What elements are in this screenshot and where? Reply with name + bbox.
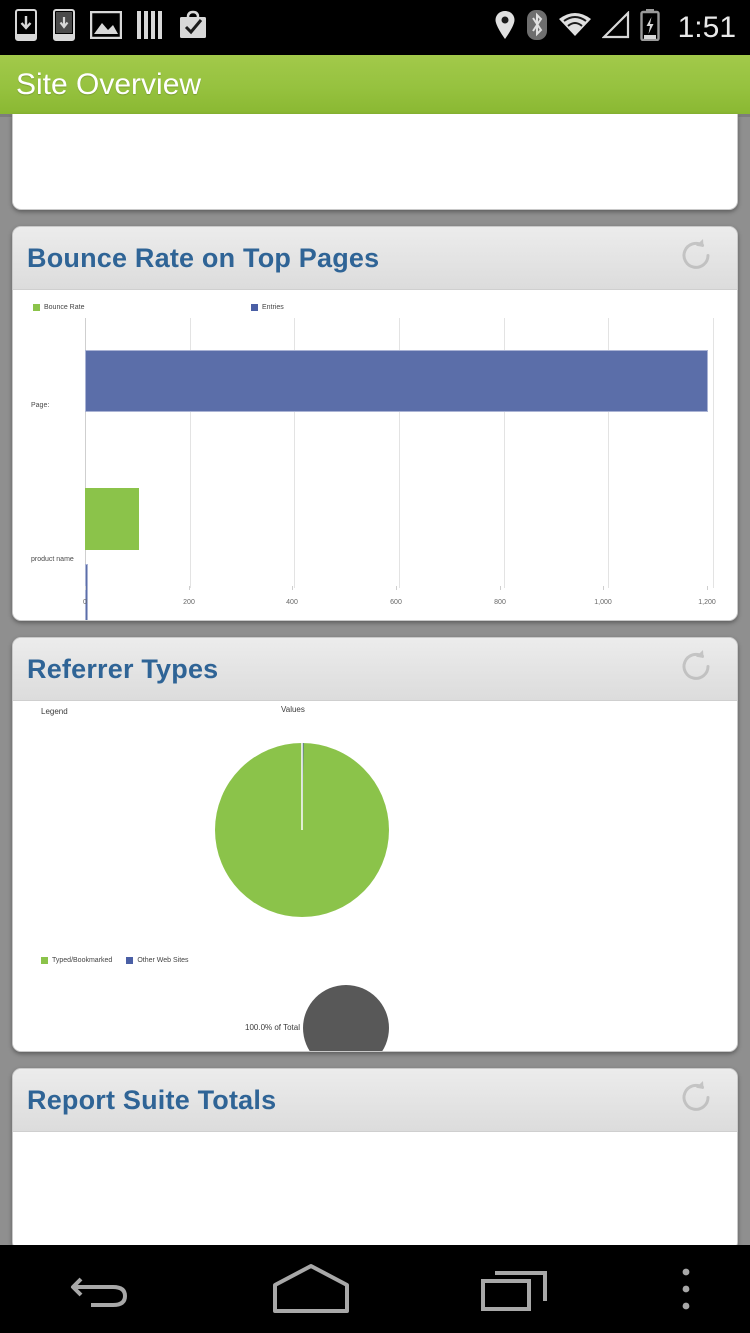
gridline-600	[399, 318, 400, 588]
legend-swatch-bounce-rate	[33, 303, 40, 311]
x-axis-tick-0: 0	[83, 599, 87, 606]
home-button[interactable]	[236, 1245, 386, 1333]
legend-label-other-web-sites: Other Web Sites	[137, 957, 189, 964]
report-suite-totals-body	[13, 1132, 737, 1250]
card-title-report-suite-totals: Report Suite Totals	[27, 1084, 277, 1115]
bounce-chart-plot: Page: product name	[25, 318, 723, 620]
legend-label-bounce-rate: Bounce Rate	[44, 303, 85, 311]
download-to-phone-icon-2	[52, 9, 76, 46]
legend-swatch-other-web-sites	[126, 957, 134, 964]
gridline-1000	[608, 318, 610, 588]
overflow-menu-button[interactable]	[651, 1245, 721, 1333]
gauge-slice-showing	[303, 985, 389, 1051]
bounce-rate-chart: Bounce Rate Entries Page: product name	[13, 290, 737, 620]
gauge-percent-label: 100.0% of Total	[245, 1023, 301, 1032]
xtickmark-1000	[603, 586, 604, 590]
card-header-bounce-rate: Bounce Rate on Top Pages	[13, 227, 737, 290]
x-axis-tick-2: 400	[286, 599, 298, 606]
card-header-report-suite-totals: Report Suite Totals	[13, 1069, 737, 1132]
briefcase-check-icon	[178, 10, 208, 45]
legend-item-other-web-sites: Other Web Sites	[126, 957, 189, 964]
bluetooth-icon	[526, 9, 548, 46]
legend-swatch-entries	[251, 303, 258, 311]
legend-item-entries: Entries	[251, 303, 284, 311]
legend-label-entries: Entries	[262, 303, 284, 311]
gridline-1200	[713, 318, 714, 588]
refresh-icon[interactable]	[677, 1079, 715, 1122]
refresh-icon[interactable]	[677, 648, 715, 691]
y-axis-label-1: product name	[31, 556, 74, 563]
x-axis-tick-5: 1,000	[594, 599, 612, 606]
card-referrer-types[interactable]: Referrer Types Legend Values	[12, 637, 738, 1052]
bounce-chart-legend: Bounce Rate Entries	[25, 298, 723, 316]
bar-bounce-rate-product	[85, 488, 139, 550]
status-bar: 1:51	[0, 0, 750, 55]
card-report-suite-totals[interactable]: Report Suite Totals	[12, 1068, 738, 1251]
legend-label-typed-bookmarked: Typed/Bookmarked	[52, 957, 113, 964]
xtickmark-800	[500, 586, 501, 590]
dashboard-scroll-area[interactable]: Bounce Rate on Top Pages Bounce Rate Ent…	[0, 114, 750, 1251]
legend-swatch-typed-bookmarked	[41, 957, 48, 964]
referrer-pie-chart	[215, 743, 389, 917]
plot-area	[85, 318, 714, 620]
action-bar: Site Overview	[0, 55, 750, 117]
xtickmark-200	[189, 586, 190, 590]
back-button[interactable]	[29, 1245, 179, 1333]
bars-icon	[136, 10, 164, 45]
cell-signal-icon	[600, 10, 630, 44]
card-partial-body	[13, 114, 737, 208]
x-axis-tick-4: 800	[494, 599, 506, 606]
x-axis-tick-1: 200	[183, 599, 195, 606]
image-icon	[89, 10, 123, 44]
card-title-referrer-types: Referrer Types	[27, 653, 219, 684]
xtickmark-0	[85, 586, 86, 590]
x-axis-tick-6: 1,200	[698, 599, 716, 606]
pie-values-heading: Values	[281, 705, 305, 714]
pie-legend-heading: Legend	[41, 707, 68, 716]
bar-entries-product	[85, 564, 89, 620]
download-to-phone-icon	[14, 9, 38, 46]
x-axis-tick-3: 600	[390, 599, 402, 606]
page-title: Site Overview	[16, 67, 202, 101]
status-bar-notification-icons	[14, 9, 208, 46]
wifi-icon	[558, 11, 592, 44]
recents-button[interactable]	[444, 1245, 594, 1333]
card-header-referrer-types: Referrer Types	[13, 638, 737, 701]
showing-gauge-chart	[303, 985, 389, 1051]
refresh-icon[interactable]	[677, 237, 715, 280]
xtickmark-600	[396, 586, 397, 590]
bar-entries-page	[85, 350, 708, 412]
card-bounce-rate[interactable]: Bounce Rate on Top Pages Bounce Rate Ent…	[12, 226, 738, 621]
gridline-0	[85, 318, 86, 588]
card-title-bounce-rate: Bounce Rate on Top Pages	[27, 242, 380, 273]
y-axis-label-0: Page:	[31, 402, 50, 409]
location-pin-icon	[494, 10, 516, 45]
xtickmark-1200	[707, 586, 708, 590]
xtickmark-400	[292, 586, 293, 590]
legend-item-bounce-rate: Bounce Rate	[33, 303, 85, 311]
battery-charging-icon	[639, 9, 660, 46]
status-bar-clock: 1:51	[677, 10, 736, 44]
card-partial-top[interactable]	[12, 114, 738, 210]
status-bar-system-icons: 1:51	[494, 9, 736, 46]
legend-item-typed-bookmarked: Typed/Bookmarked	[41, 957, 112, 964]
android-nav-bar	[0, 1245, 750, 1333]
referrer-types-chart: Legend Values Typed/Bookmarked	[13, 701, 737, 1051]
showing-gauge-wrap	[13, 983, 737, 1051]
gridline-800	[503, 318, 505, 588]
gridline-400	[294, 318, 296, 588]
referrer-pie-wrap	[13, 735, 737, 925]
referrer-pie-legend: Typed/Bookmarked Other Web Sites	[41, 957, 189, 964]
gridline-200	[189, 318, 191, 588]
